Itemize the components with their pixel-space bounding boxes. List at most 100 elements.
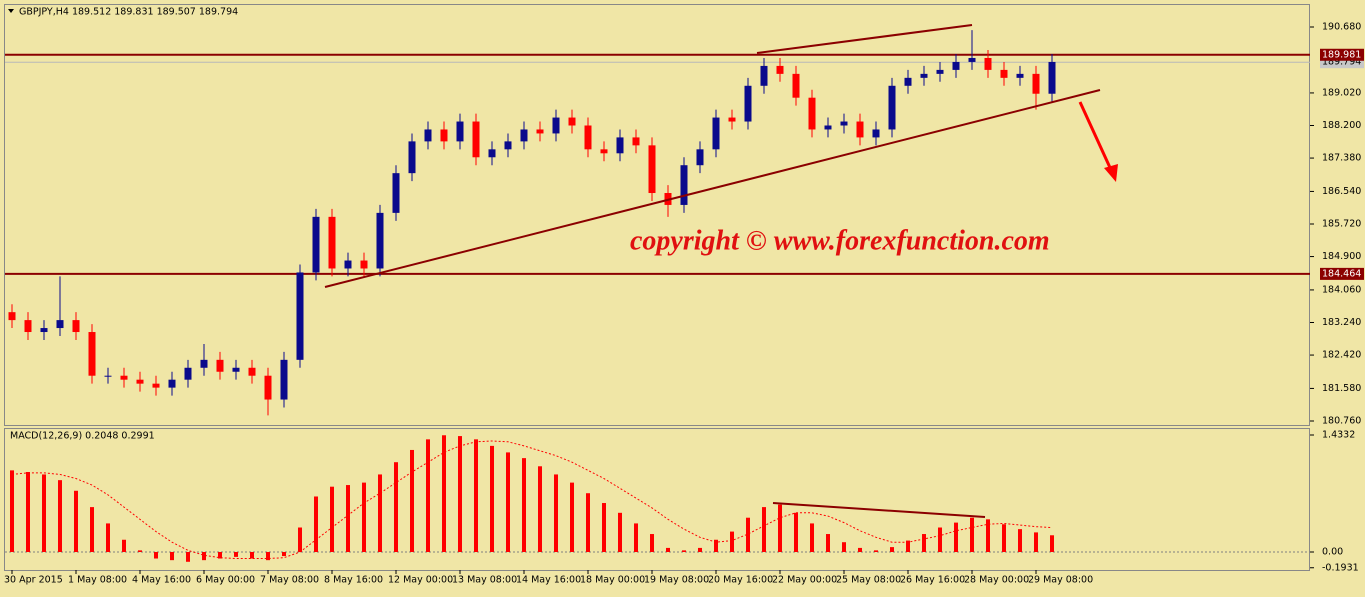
macd-bar (874, 550, 878, 552)
macd-bar (954, 522, 958, 552)
macd-bar (42, 474, 46, 552)
candle-body (104, 375, 112, 377)
macd-bar (634, 523, 638, 552)
candle-body (312, 216, 320, 273)
candle-body (1032, 73, 1040, 94)
candle-body (456, 121, 464, 142)
candle-body (328, 216, 336, 269)
macd-bar (330, 486, 334, 552)
candle-body (648, 145, 656, 194)
y-tick-label: 181.580 (1322, 383, 1361, 394)
macd-bar (922, 534, 926, 552)
candle-body (744, 85, 752, 122)
macd-bar (234, 551, 238, 557)
macd-bar (490, 445, 494, 552)
macd-bar (394, 462, 398, 552)
candle-body (520, 129, 528, 142)
macd-bar (1018, 529, 1022, 552)
candle-body (616, 137, 624, 154)
macd-bar (650, 534, 654, 552)
macd-bar (778, 504, 782, 552)
macd-bar (362, 482, 366, 552)
macd-bar (842, 542, 846, 552)
candle-body (440, 129, 448, 142)
macd-bar (314, 496, 318, 552)
trend-lines (324, 24, 1101, 518)
macd-bar (10, 470, 14, 552)
y-tick-label: 186.540 (1322, 186, 1361, 197)
candle-body (344, 260, 352, 269)
candle-body (120, 375, 128, 380)
x-tick-label: 1 May 08:00 (68, 575, 127, 586)
macd-bar (682, 550, 686, 552)
candle-body (184, 367, 192, 380)
macd-bar (714, 539, 718, 552)
candle-body (936, 69, 944, 74)
candle-body (696, 149, 704, 166)
candle-body (952, 61, 960, 70)
candle-body (56, 320, 64, 329)
x-tick-label: 6 May 00:00 (196, 575, 255, 586)
candle-body (968, 57, 976, 62)
x-tick-label: 20 May 16:00 (708, 575, 773, 586)
x-tick-label: 19 May 08:00 (644, 575, 709, 586)
macd-bar (538, 466, 542, 552)
macd-bar (506, 452, 510, 552)
macd-bar (970, 517, 974, 552)
macd-bar (410, 449, 414, 552)
y-tick-label: 188.200 (1322, 120, 1361, 131)
macd-bar (458, 436, 462, 552)
trend-line (756, 24, 973, 54)
x-tick-label: 28 May 00:00 (964, 575, 1029, 586)
macd-bar (586, 493, 590, 552)
candle-body (40, 328, 48, 333)
macd-bar (826, 534, 830, 552)
candle-body (280, 359, 288, 400)
x-tick-label: 30 Apr 2015 (4, 575, 63, 586)
price-label: 184.464 (1322, 268, 1361, 279)
x-tick-label: 7 May 08:00 (260, 575, 319, 586)
macd-bar (762, 507, 766, 552)
macd-bar (298, 527, 302, 552)
macd-bar (906, 540, 910, 552)
macd-bar (858, 547, 862, 552)
trend-line (324, 89, 1101, 288)
macd-bar (90, 507, 94, 552)
macd-bar (602, 503, 606, 552)
y-tick-label: 180.760 (1322, 415, 1361, 426)
macd-bar (890, 547, 894, 552)
macd-bar (570, 482, 574, 552)
macd-title: MACD(12,26,9) 0.2048 0.2991 (10, 431, 155, 442)
x-tick-label: 13 May 08:00 (452, 575, 517, 586)
y-tick-label: 184.060 (1322, 284, 1361, 295)
macd-bar (986, 519, 990, 552)
price-label-box (1320, 48, 1364, 61)
macd-bar (442, 435, 446, 552)
macd-bar (186, 551, 190, 562)
candle-body (392, 173, 400, 213)
macd-bar (1050, 535, 1054, 552)
candle-body (88, 332, 96, 376)
candle-body (72, 320, 80, 333)
arrow-shaft (1078, 101, 1114, 173)
candle-body (136, 379, 144, 384)
price-panel (4, 4, 1310, 426)
macd-bar (1034, 532, 1038, 552)
x-tick-label: 12 May 00:00 (388, 575, 453, 586)
candle-body (552, 117, 560, 134)
candle-body (888, 85, 896, 130)
price-label-box (1320, 267, 1364, 280)
watermark: copyright © www.forexfunction.com (630, 225, 1050, 256)
candle-body (168, 379, 176, 388)
candle-body (872, 129, 880, 138)
macd-bar (426, 439, 430, 552)
candle-body (840, 121, 848, 126)
y-tick-label: 190.680 (1322, 22, 1361, 33)
candle-body (200, 359, 208, 368)
candle-body (856, 121, 864, 138)
candle-body (1048, 61, 1056, 94)
y-tick-label: -0.1931 (1322, 562, 1359, 573)
macd-bar (698, 547, 702, 552)
